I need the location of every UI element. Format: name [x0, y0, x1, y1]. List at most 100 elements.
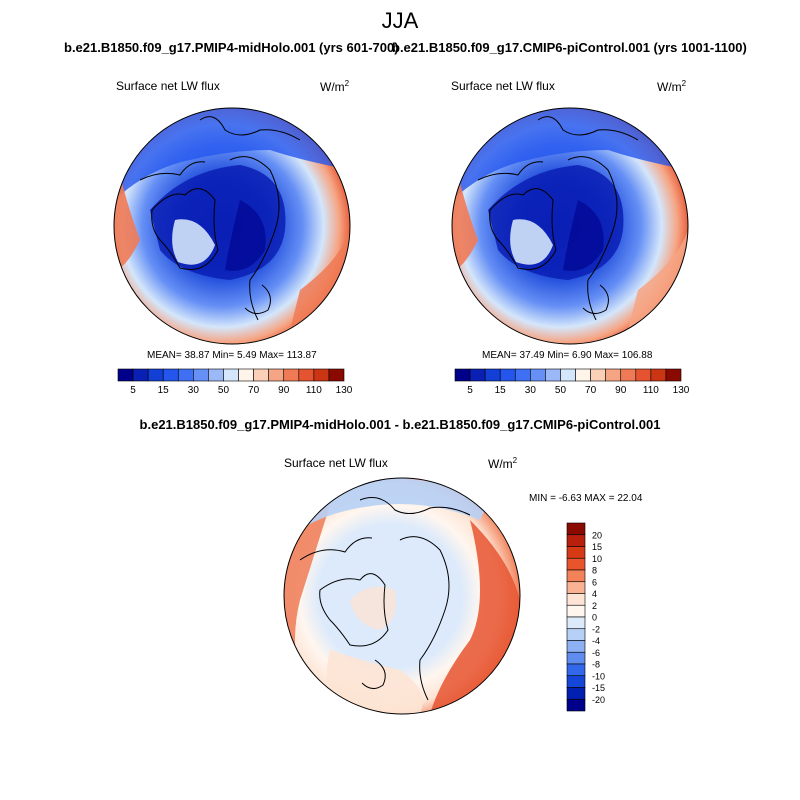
- right-colorbar-swatch: [469, 368, 486, 382]
- diff-colorbar-swatch: [566, 675, 586, 688]
- right-colorbar-tick-label: 70: [585, 385, 597, 396]
- right-colorbar-swatch: [665, 368, 682, 382]
- left-colorbar-swatch: [177, 368, 194, 382]
- diff-colorbar-swatch: [566, 687, 586, 700]
- right-colorbar-swatch: [605, 368, 622, 382]
- diff-colorbar-tick-label: -6: [592, 648, 600, 658]
- diff-colorbar-swatch: [566, 628, 586, 641]
- left-colorbar-swatch: [313, 368, 330, 382]
- right-colorbar-swatch: [545, 368, 561, 382]
- diff-colorbar-swatch: [566, 651, 586, 665]
- diff-colorbar-tick-label: 15: [592, 542, 602, 552]
- right-colorbar-swatch: [575, 368, 591, 382]
- left-colorbar-tick-label: 5: [130, 385, 136, 396]
- right-coastlines: [477, 116, 639, 321]
- left-map-border: [113, 107, 351, 345]
- left-colorbar-tick-label: 15: [158, 385, 170, 396]
- right-colorbar-swatch: [635, 368, 652, 382]
- diff-colorbar-swatch: [566, 616, 586, 630]
- diff-colorbar-swatch: [566, 581, 586, 594]
- diff-colorbar-tick-label: 0: [592, 613, 597, 623]
- left-colorbar-swatch: [208, 368, 224, 382]
- diff-colorbar-swatch: [566, 640, 586, 653]
- right-colorbar-swatch: [530, 368, 546, 382]
- left-polar-map: [114, 108, 350, 344]
- diff-colorbar-tick-label: 20: [592, 530, 602, 540]
- diff-colorbar-tick-label: -20: [592, 695, 605, 705]
- diff-minmax-label: MIN = -6.63 MAX = 22.04: [529, 493, 643, 504]
- left-colorbar-swatch: [268, 368, 285, 382]
- diff-colorbar-swatch: [566, 522, 586, 536]
- diff-colorbar-swatch: [566, 593, 586, 606]
- diff-colorbar-tick-label: 4: [592, 589, 597, 599]
- left-stats-label: MEAN= 38.87 Min= 5.49 Max= 113.87: [147, 350, 317, 361]
- left-colorbar-swatch: [223, 368, 239, 382]
- right-panel-title: b.e21.B1850.f09_g17.CMIP6-piControl.001 …: [392, 40, 747, 55]
- left-variable-label: Surface net LW flux: [116, 79, 220, 93]
- right-colorbar-swatch: [590, 368, 606, 382]
- right-units-label: W/m2: [657, 79, 687, 94]
- left-colorbar-swatch: [283, 368, 300, 382]
- right-colorbar: 5 15 30 50 70 90 110 130: [454, 368, 690, 396]
- diff-variable-label: Surface net LW flux: [284, 456, 388, 470]
- left-colorbar-tick-label: 110: [306, 385, 322, 396]
- diff-colorbar-swatch: [566, 604, 586, 618]
- right-colorbar-swatch: [484, 368, 501, 382]
- right-variable-label: Surface net LW flux: [451, 79, 555, 93]
- right-colorbar-tick-label: 5: [467, 385, 473, 396]
- left-colorbar-swatch: [162, 368, 179, 382]
- right-colorbar-tick-label: 30: [525, 385, 537, 396]
- right-polar-map: [452, 108, 688, 344]
- right-stats-label: MEAN= 37.49 Min= 6.90 Max= 106.88: [482, 350, 653, 361]
- left-colorbar-tick-label: 70: [248, 385, 260, 396]
- diff-colorbar-tick-label: -8: [592, 660, 600, 670]
- diff-colorbar-tick-label: 2: [592, 601, 597, 611]
- diff-colorbar-swatch: [566, 557, 586, 571]
- diff-colorbar-tick-label: -4: [592, 636, 600, 646]
- diff-colorbar-tick-label: 6: [592, 577, 597, 587]
- right-colorbar-swatch: [560, 368, 576, 382]
- left-colorbar-tick-label: 30: [188, 385, 200, 396]
- diff-colorbar-tick-label: -10: [592, 671, 605, 681]
- left-colorbar-swatch: [298, 368, 315, 382]
- diff-colorbar-swatch: [566, 534, 586, 547]
- right-colorbar-swatch: [514, 368, 531, 382]
- diff-colorbar-swatch: [566, 569, 586, 583]
- left-colorbar-tick-label: 90: [278, 385, 290, 396]
- right-colorbar-tick-label: 15: [495, 385, 507, 396]
- diff-units-label: W/m2: [488, 456, 518, 471]
- difference-coastlines: [299, 497, 471, 701]
- left-panel-title: b.e21.B1850.f09_g17.PMIP4-midHolo.001 (y…: [64, 40, 399, 55]
- left-colorbar-swatch: [132, 368, 149, 382]
- right-colorbar-tick-label: 50: [555, 385, 567, 396]
- diff-colorbar-tick-label: -2: [592, 624, 600, 634]
- left-colorbar: 5 15 30 50 70 90 110 130: [117, 368, 353, 396]
- left-colorbar-swatch: [238, 368, 254, 382]
- diff-colorbar-tick-label: 10: [592, 554, 602, 564]
- left-colorbar-swatch: [253, 368, 269, 382]
- left-colorbar-tick-label: 50: [218, 385, 230, 396]
- difference-map-border: [283, 477, 521, 715]
- right-colorbar-swatch: [650, 368, 667, 382]
- left-colorbar-swatch: [147, 368, 164, 382]
- left-coastlines: [139, 116, 301, 321]
- right-colorbar-swatch: [499, 368, 516, 382]
- right-colorbar-tick-label: 110: [643, 385, 659, 396]
- diff-colorbar-swatch: [566, 546, 586, 559]
- right-colorbar-swatch: [620, 368, 637, 382]
- left-colorbar-swatch: [193, 368, 209, 382]
- right-colorbar-tick-label: 130: [673, 385, 690, 396]
- difference-title: b.e21.B1850.f09_g17.PMIP4-midHolo.001 - …: [139, 417, 661, 432]
- right-colorbar-tick-label: 90: [615, 385, 627, 396]
- left-colorbar-swatch: [328, 368, 345, 382]
- right-map-border: [451, 107, 689, 345]
- left-colorbar-swatch: [117, 368, 134, 382]
- diff-colorbar-swatch: [566, 698, 586, 712]
- left-units-label: W/m2: [320, 79, 350, 94]
- figure-title: JJA: [381, 8, 419, 33]
- right-colorbar-swatch: [454, 368, 471, 382]
- left-colorbar-tick-label: 130: [336, 385, 353, 396]
- diff-colorbar-tick-label: 8: [592, 566, 597, 576]
